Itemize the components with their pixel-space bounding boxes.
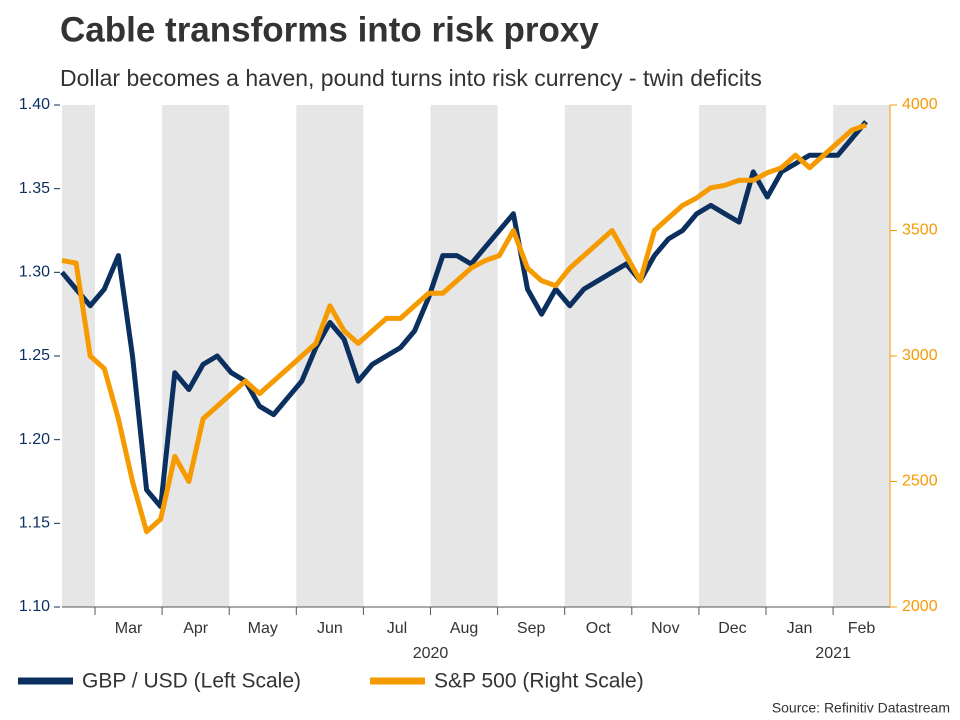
month-band [430, 105, 498, 607]
x-tick-label: Dec [718, 620, 746, 637]
y-tick-label: 1.15 [19, 515, 50, 532]
y-tick-label: 1.10 [19, 598, 50, 615]
y2-tick-label: 2000 [902, 598, 938, 615]
x-tick-label: Jan [787, 620, 813, 637]
year-label: 2021 [815, 645, 851, 662]
y-tick-label: 1.40 [19, 96, 50, 113]
x-tick-label: Nov [651, 620, 679, 637]
y-tick-label: 1.20 [19, 431, 50, 448]
series-line [61, 122, 867, 535]
legend-label: S&P 500 (Right Scale) [434, 670, 644, 693]
x-tick-label: Feb [848, 620, 876, 637]
y-tick-label: 1.35 [19, 180, 50, 197]
y-tick-label: 1.25 [19, 347, 50, 364]
y2-tick-label: 3500 [902, 222, 938, 239]
month-band [296, 105, 364, 607]
y2-tick-label: 3000 [902, 347, 938, 364]
chart-title: Cable transforms into risk proxy [60, 10, 599, 49]
month-band [833, 105, 890, 607]
x-tick-label: Aug [450, 620, 478, 637]
source-note: Source: Refinitiv Datastream [772, 700, 950, 716]
x-tick-label: Apr [183, 620, 209, 637]
x-tick-label: May [248, 620, 278, 637]
legend-label: GBP / USD (Left Scale) [82, 670, 301, 693]
x-tick-label: Oct [586, 620, 611, 637]
series-line [60, 120, 868, 510]
year-label: 2020 [413, 645, 449, 662]
x-tick-label: Sep [517, 620, 546, 637]
x-tick-label: Jul [387, 620, 407, 637]
x-tick-label: Jun [317, 620, 343, 637]
y2-tick-label: 4000 [902, 96, 938, 113]
chart-subtitle: Dollar becomes a haven, pound turns into… [60, 65, 762, 91]
y2-tick-label: 2500 [902, 473, 938, 490]
month-band [564, 105, 632, 607]
x-tick-label: Mar [115, 620, 143, 637]
y-tick-label: 1.30 [19, 264, 50, 281]
